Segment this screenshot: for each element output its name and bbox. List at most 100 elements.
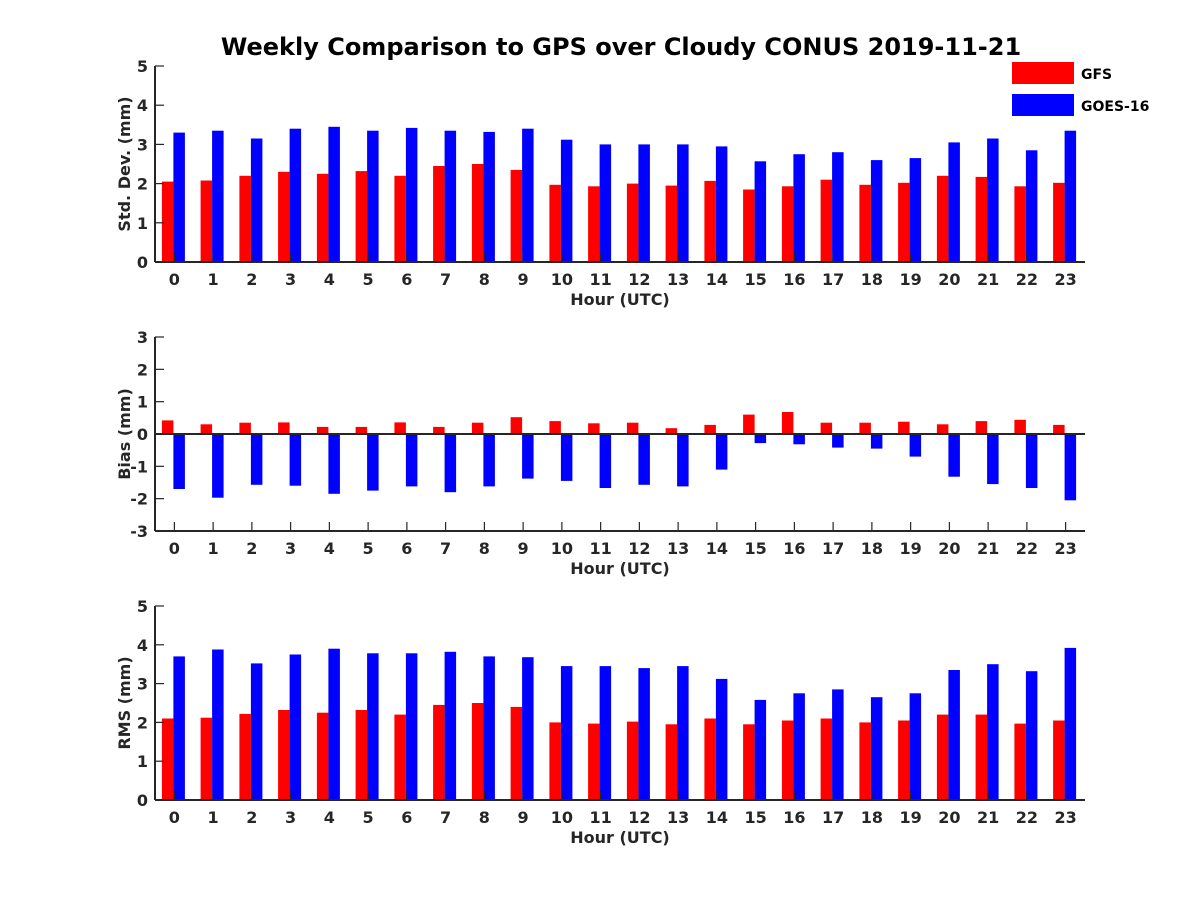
rms-xtick-label: 9 [518,808,529,827]
bias-bar-gfs-4 [316,426,329,434]
stddev-bar-gfs-3 [278,171,290,262]
stddev-ytick-label: 3 [137,135,148,154]
stddev-xtick-label: 9 [518,270,529,289]
legend-label-goes16: GOES-16 [1081,99,1149,115]
stddev-xtick-label: 2 [246,270,257,289]
bias-bar-gfs-12 [626,422,639,434]
stddev-ytick-label: 2 [137,175,148,194]
rms-xtick-label: 5 [363,808,374,827]
stddev-bar-goes16-9 [522,128,534,262]
rms-xtick-label: 13 [667,808,689,827]
bias-bar-goes16-22 [1025,434,1038,488]
bias-bar-gfs-9 [510,417,523,434]
bias-bar-gfs-0 [161,420,174,434]
bias-xtick-label: 14 [706,539,728,558]
stddev-bar-goes16-5 [367,130,379,262]
bias-xtick-label: 3 [285,539,296,558]
rms-xtick-label: 10 [551,808,573,827]
legend-label-gfs: GFS [1081,67,1112,83]
stddev-xtick-label: 4 [324,270,335,289]
bias-xtick-label: 9 [518,539,529,558]
stddev-xtick-label: 7 [440,270,451,289]
bias-bar-goes16-21 [987,434,999,485]
rms-xtick-label: 23 [1054,808,1076,827]
stddev-bar-goes16-13 [677,144,689,262]
bias-bar-goes16-15 [754,434,767,444]
bias-xtick-label: 19 [899,539,921,558]
bias-xtick-label: 11 [589,539,611,558]
stddev-xtick-label: 20 [938,270,960,289]
stddev-xtick-label: 13 [667,270,689,289]
bias-bar-goes16-2 [250,434,263,485]
stddev-bar-goes16-19 [909,158,922,262]
legend-swatch-goes16 [1012,94,1074,116]
stddev-ytick-label: 4 [137,96,148,115]
stddev-ytick-label: 0 [137,253,148,272]
stddev-xtick-label: 23 [1054,270,1076,289]
rms-bar-gfs-20 [936,714,949,800]
rms-xtick-label: 2 [246,808,257,827]
bias-bar-goes16-5 [367,434,379,491]
bias-ytick-label: 0 [137,425,148,444]
bias-xtick-label: 6 [401,539,412,558]
stddev-bar-gfs-15 [743,189,755,262]
bias-bar-gfs-1 [200,424,213,434]
bias-xtick-label: 8 [479,539,490,558]
stddev-bar-goes16-7 [444,130,457,262]
stddev-bar-goes16-17 [832,152,844,262]
rms-xtick-label: 18 [861,808,883,827]
bias-bar-goes16-13 [677,434,689,487]
bias-y-axis-label: Bias (mm) [115,388,134,480]
stddev-bar-gfs-8 [471,164,484,262]
stddev-bar-goes16-1 [212,130,224,262]
bias-bar-gfs-10 [549,421,561,434]
rms-bar-goes16-14 [715,678,728,800]
rms-bar-goes16-8 [483,656,495,800]
stddev-x-axis-label: Hour (UTC) [570,290,670,309]
stddev-xtick-label: 8 [479,270,490,289]
rms-xtick-label: 20 [938,808,960,827]
rms-bar-gfs-8 [471,703,484,800]
bias-bar-goes16-11 [599,434,612,488]
rms-xtick-label: 16 [783,808,805,827]
bias-xtick-label: 5 [363,539,374,558]
rms-bar-gfs-22 [1014,723,1026,800]
rms-ytick-label: 2 [137,713,148,732]
stddev-xtick-label: 16 [783,270,805,289]
stddev-ytick-label: 1 [137,214,148,233]
stddev-bar-goes16-22 [1025,150,1038,262]
bias-xtick-label: 4 [324,539,335,558]
stddev-bar-goes16-0 [173,132,185,262]
bias-xtick-label: 20 [938,539,960,558]
rms-bar-gfs-9 [510,706,523,800]
bias-ytick-label: -1 [130,457,148,476]
rms-bar-gfs-3 [278,710,290,800]
bias-bar-goes16-23 [1064,434,1077,501]
rms-bar-goes16-18 [870,697,883,800]
rms-xtick-label: 6 [401,808,412,827]
rms-x-axis-label: Hour (UTC) [570,828,670,847]
rms-xtick-label: 4 [324,808,335,827]
rms-xtick-label: 14 [706,808,728,827]
rms-bar-gfs-4 [316,712,329,800]
rms-xtick-label: 15 [744,808,766,827]
rms-bar-goes16-17 [832,689,844,800]
stddev-bar-gfs-6 [394,175,406,262]
rms-bar-goes16-20 [948,670,960,800]
bias-bar-goes16-19 [909,434,922,457]
stddev-xtick-label: 19 [899,270,921,289]
rms-bar-gfs-11 [588,723,600,800]
rms-bar-gfs-12 [626,721,639,800]
rms-xtick-label: 21 [977,808,999,827]
bias-bar-gfs-2 [239,422,251,434]
stddev-bar-gfs-7 [433,166,445,262]
rms-xtick-label: 22 [1016,808,1038,827]
rms-bar-gfs-17 [820,718,833,800]
stddev-xtick-label: 17 [822,270,844,289]
stddev-bar-gfs-12 [626,183,639,262]
bias-xtick-label: 0 [169,539,180,558]
stddev-bar-gfs-2 [239,175,251,262]
rms-xtick-label: 1 [208,808,219,827]
rms-bar-gfs-6 [394,714,406,800]
